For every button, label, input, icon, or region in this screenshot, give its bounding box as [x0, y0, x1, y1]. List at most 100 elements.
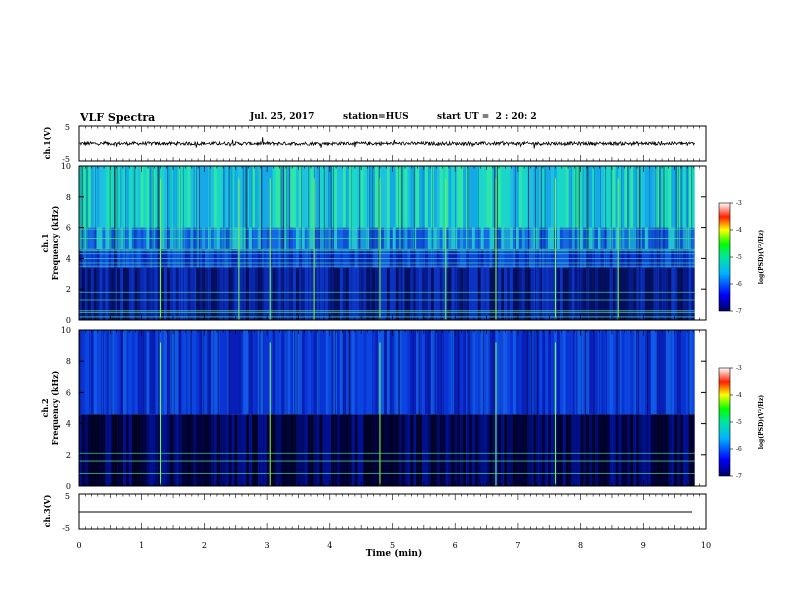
time-axis-tick-labels: 0 1 2 3 4 5 6 7 8 9 10: [76, 541, 711, 550]
spectrogram-cell: [495, 330, 499, 415]
spectrogram-cell: [237, 414, 241, 486]
spectrogram-cell: [422, 330, 426, 415]
spectrogram-cell: [202, 166, 206, 228]
spectrogram-cell: [257, 166, 262, 228]
spectrogram-cell: [137, 414, 141, 486]
spectrogram-cell: [401, 166, 405, 228]
time-tick-label: 0: [76, 541, 81, 550]
spectrogram-cell: [254, 267, 259, 320]
spectrogram-cell: [524, 267, 528, 320]
spectrogram-cell: [627, 414, 631, 486]
spectrogram-cell: [149, 166, 153, 228]
spectrogram-cell: [392, 267, 396, 320]
spectrogram-cell: [641, 330, 646, 415]
spectrogram-cell: [568, 330, 572, 415]
spectrogram-cell: [372, 414, 376, 486]
spectrogram-cell: [287, 414, 291, 486]
spectrogram-cell: [668, 267, 672, 320]
spectrogram-cell: [266, 414, 270, 486]
spectrogram-cell: [383, 267, 388, 320]
spectrogram-cell: [102, 330, 106, 415]
spectrogram-cell: [193, 166, 197, 228]
spectrogram-cell: [636, 414, 640, 486]
spectrogram-cell: [175, 166, 179, 228]
spectrogram-cell: [251, 414, 256, 486]
spectrogram-cell: [501, 267, 505, 320]
spectrogram-cell: [674, 330, 678, 415]
spectrogram-cell: [445, 267, 449, 320]
spectrogram-cell: [419, 267, 423, 320]
spectrogram-cell: [266, 267, 270, 320]
spectrogram-cell: [463, 166, 467, 228]
spectrogram-cell: [691, 414, 696, 486]
frequency-tick-label: 0: [66, 482, 71, 491]
spectrogram-cell: [562, 267, 567, 320]
spectrogram-cell: [111, 166, 115, 228]
spectrogram-cell: [597, 267, 602, 320]
spectrogram-cell: [413, 330, 417, 415]
spectrogram-cell: [184, 414, 188, 486]
spectrogram-cell: [246, 166, 250, 228]
spectrogram-cell: [275, 330, 279, 415]
spectrogram-cell: [618, 330, 622, 415]
spectrogram-cell: [272, 267, 276, 320]
spectrogram-cell: [571, 267, 575, 320]
spectrogram-cell: [334, 166, 338, 228]
spectrogram-cell: [445, 414, 449, 486]
spectrogram-cell: [492, 166, 496, 228]
spectrogram-cell: [565, 267, 569, 320]
spectrogram-cell: [539, 267, 543, 320]
spectrogram-cell: [386, 414, 391, 486]
ch1-colorbar-label: log(PSD)(V²/Hz): [758, 230, 765, 285]
spectrogram-cell: [501, 330, 505, 415]
spectrogram-cell: [114, 330, 118, 415]
spectrogram-cell: [169, 330, 174, 415]
spectrogram-cell: [580, 414, 584, 486]
spectrogram-cell: [682, 166, 687, 228]
spectrogram-cell: [105, 330, 109, 415]
ch2-spectrogram-panel: ch.2 Frequency (kHz): [40, 329, 707, 487]
spectrogram-cell: [454, 414, 458, 486]
spectrogram-cell: [551, 166, 555, 228]
spectrogram-cell: [521, 414, 525, 486]
spectrogram-cell: [650, 414, 654, 486]
spectrogram-cell: [137, 267, 141, 320]
spectrogram-cell: [463, 267, 467, 320]
spectrogram-cell: [152, 414, 156, 486]
spectrogram-cell: [169, 267, 174, 320]
spectrogram-cell: [307, 166, 311, 228]
spectrogram-cell: [615, 267, 619, 320]
spectrogram-cell: [158, 267, 162, 320]
spectrogram-no-data: [694, 166, 706, 320]
spectrogram-cell: [202, 330, 206, 415]
spectrogram-cell: [641, 414, 646, 486]
spectrogram-cell: [260, 330, 265, 415]
spectrogram-cell: [536, 330, 540, 415]
spectrogram-cell: [410, 166, 414, 228]
spectrogram-cell: [677, 166, 681, 228]
spectrogram-cell: [131, 330, 136, 415]
spectrogram-cell: [644, 166, 649, 228]
spectrogram-cell: [621, 330, 625, 415]
spectrogram-cell: [539, 330, 543, 415]
spectrogram-cell: [533, 330, 537, 415]
spectrogram-cell: [301, 166, 306, 228]
spectrogram-cell: [363, 330, 367, 415]
spectrogram-cell: [310, 267, 314, 320]
spectrogram-cell: [512, 330, 517, 415]
spectrogram-cell: [208, 166, 212, 228]
spectrogram-cell: [527, 166, 531, 228]
spectrogram-cell: [510, 330, 514, 415]
spectrogram-cell: [93, 267, 97, 320]
spectrogram-cell: [81, 267, 86, 320]
spectrogram-cell: [331, 166, 335, 228]
spectrogram-cell: [565, 166, 569, 228]
spectrogram-cell: [451, 267, 455, 320]
spectrogram-cell: [231, 330, 235, 415]
spectrogram-cell: [680, 414, 684, 486]
spectrogram-cell: [249, 414, 253, 486]
spectrogram-cell: [439, 414, 443, 486]
spectrogram-cell: [442, 330, 446, 415]
spectrogram-cell: [515, 267, 520, 320]
time-axis-ticks: [78, 126, 707, 529]
